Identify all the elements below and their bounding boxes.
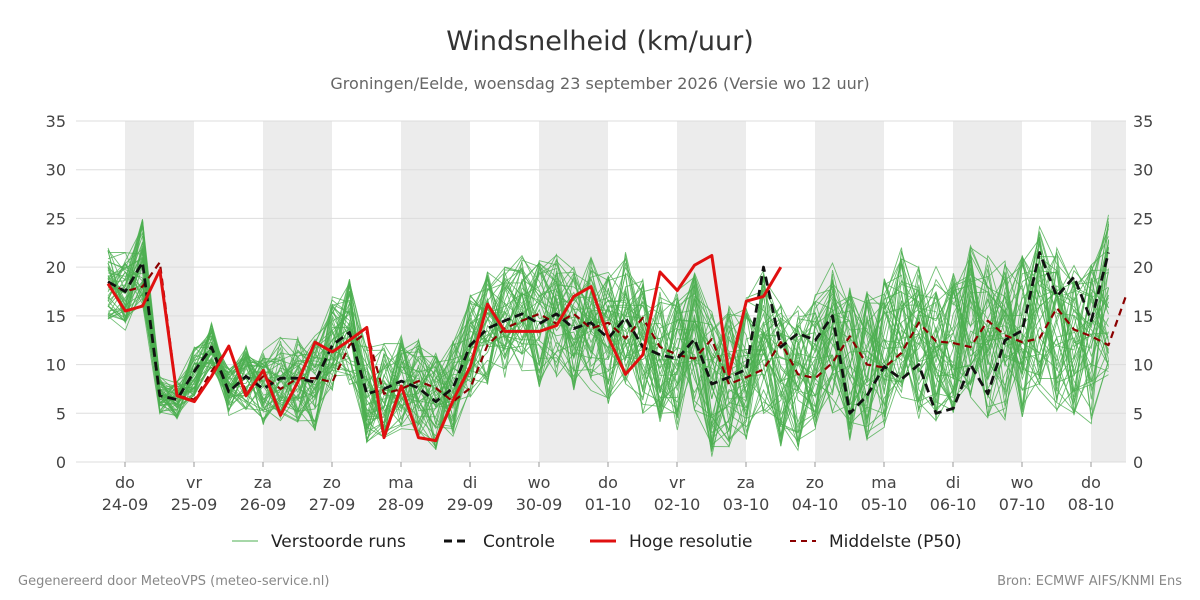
- x-tick-date-11: 05-10: [861, 495, 908, 514]
- median-line: [107, 261, 1127, 403]
- ensemble-run-36: [107, 233, 1109, 437]
- x-tick-dow-11: ma: [871, 473, 896, 492]
- y-tick-left-15: 15: [46, 307, 66, 326]
- x-tick-dow-8: vr: [669, 473, 685, 492]
- x-tick-dow-12: di: [946, 473, 961, 492]
- y-tick-right-20: 20: [1133, 258, 1153, 277]
- ensemble-run-29: [107, 223, 1109, 444]
- x-tick-date-13: 07-10: [999, 495, 1046, 514]
- x-tick-dow-0: do: [115, 473, 135, 492]
- y-tick-right-30: 30: [1133, 161, 1153, 180]
- x-tick-date-10: 04-10: [792, 495, 839, 514]
- y-tick-left-5: 5: [56, 404, 66, 423]
- x-axis: do 24-09 vr 25-09 za 26-09 zo 27-09 ma 28-09 di 29-…: [102, 462, 1115, 514]
- footer-source: Bron: ECMWF AIFS/KNMI Ens: [997, 574, 1182, 589]
- x-tick-date-1: 25-09: [171, 495, 218, 514]
- x-tick-dow-13: wo: [1011, 473, 1034, 492]
- y-tick-left-20: 20: [46, 258, 66, 277]
- x-tick-date-6: 30-09: [516, 495, 563, 514]
- y-tick-left-25: 25: [46, 209, 66, 228]
- legend-control-label: Controle: [483, 532, 555, 552]
- x-tick-date-8: 02-10: [654, 495, 701, 514]
- ensemble-run-39: [107, 221, 1109, 451]
- x-tick-dow-2: za: [254, 473, 272, 492]
- y-tick-right-35: 35: [1133, 112, 1153, 131]
- ensemble-run-47: [107, 253, 1109, 437]
- y-tick-right-10: 10: [1133, 356, 1153, 375]
- ensemble-run-38: [107, 247, 1109, 449]
- x-tick-date-12: 06-10: [930, 495, 977, 514]
- x-tick-date-14: 08-10: [1068, 495, 1115, 514]
- x-tick-date-0: 24-09: [102, 495, 149, 514]
- ensemble-run-50: [107, 219, 1109, 441]
- y-axis-right: 0 5 10 15 20 25 30 35: [1133, 112, 1153, 472]
- legend-median-label: Middelste (P50): [829, 532, 962, 552]
- x-tick-dow-3: zo: [323, 473, 341, 492]
- legend: Verstoorde runs Controle Hoge resolutie …: [232, 532, 962, 552]
- x-tick-dow-14: do: [1081, 473, 1101, 492]
- chart-title: Windsnelheid (km/uur): [446, 26, 754, 57]
- ensemble-run-42: [107, 235, 1109, 439]
- x-tick-dow-6: wo: [528, 473, 551, 492]
- chart-subtitle: Groningen/Eelde, woensdag 23 september 2…: [330, 74, 869, 93]
- y-tick-left-30: 30: [46, 161, 66, 180]
- ensemble-run-44: [107, 225, 1109, 436]
- y-axis-left: 0 5 10 15 20 25 30 35: [46, 112, 66, 472]
- footer-generator: Gegenereerd door MeteoVPS (meteo-service…: [18, 574, 329, 589]
- hires-line: [106, 254, 783, 443]
- x-tick-dow-1: vr: [186, 473, 202, 492]
- main-series: [106, 251, 1127, 443]
- y-tick-right-15: 15: [1133, 307, 1153, 326]
- legend-ensemble-label: Verstoorde runs: [271, 532, 406, 552]
- x-tick-dow-10: zo: [806, 473, 824, 492]
- y-tick-left-35: 35: [46, 112, 66, 131]
- y-tick-left-10: 10: [46, 356, 66, 375]
- x-tick-date-4: 28-09: [378, 495, 425, 514]
- ensemble-run-48: [107, 251, 1109, 428]
- x-tick-dow-9: za: [737, 473, 755, 492]
- y-tick-right-5: 5: [1133, 404, 1143, 423]
- ensemble-run-25: [107, 262, 1109, 428]
- x-tick-date-5: 29-09: [447, 495, 494, 514]
- legend-hires-label: Hoge resolutie: [629, 532, 753, 552]
- ensemble-run-23: [107, 224, 1109, 444]
- y-tick-right-0: 0: [1133, 453, 1143, 472]
- x-tick-dow-4: ma: [388, 473, 413, 492]
- ensemble-run-49: [107, 265, 1109, 457]
- x-tick-date-9: 03-10: [723, 495, 770, 514]
- y-tick-left-0: 0: [56, 453, 66, 472]
- x-tick-dow-5: di: [463, 473, 478, 492]
- ensemble-run-45: [107, 214, 1109, 449]
- x-tick-date-2: 26-09: [240, 495, 287, 514]
- x-tick-date-7: 01-10: [585, 495, 632, 514]
- x-tick-date-3: 27-09: [309, 495, 356, 514]
- x-tick-dow-7: do: [598, 473, 618, 492]
- y-tick-right-25: 25: [1133, 209, 1153, 228]
